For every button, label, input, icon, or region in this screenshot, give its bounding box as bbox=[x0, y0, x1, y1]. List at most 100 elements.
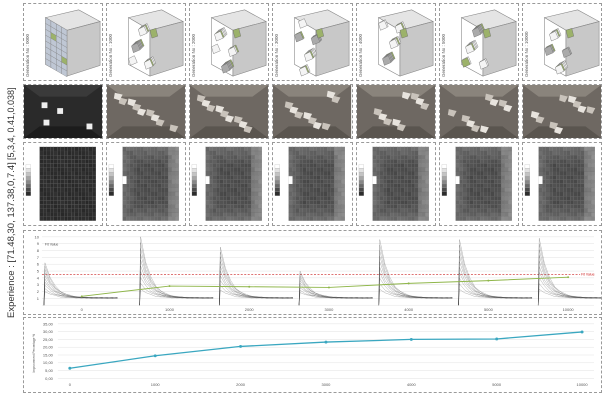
x-tick-label: 10000 bbox=[577, 382, 589, 387]
heatmap-row bbox=[23, 142, 602, 226]
generation-label: Generation No : 4000 bbox=[357, 33, 363, 77]
y-tick-label: 25,00 bbox=[43, 337, 54, 342]
y-tick-label: 5 bbox=[37, 269, 40, 274]
improvement-point-6 bbox=[580, 330, 584, 334]
x-tick-label: 4000 bbox=[407, 382, 417, 387]
illuminance-heatmap-image bbox=[441, 146, 512, 221]
parameter-label: [5,3,4, 0.41,0.038] bbox=[6, 87, 16, 160]
improvement-point-5 bbox=[495, 337, 499, 341]
heatmap-panel-3 bbox=[272, 142, 353, 226]
interior-render-image bbox=[107, 85, 186, 138]
model-panel-6: Generation No : 10000 bbox=[521, 3, 602, 81]
generation-label: Generation No : 3000 bbox=[274, 33, 280, 77]
render-panel-3 bbox=[272, 84, 353, 139]
fitness-chart: 10 9 8 7 6 5 4 3 2 1 Fit Value Fit Value 0 1000 2000 30… bbox=[23, 230, 602, 315]
model-panel-5: Generation No : 5000 bbox=[438, 3, 519, 81]
generation-label: Generation No : 0000 bbox=[25, 33, 30, 77]
y-tick-label: 4 bbox=[37, 275, 40, 280]
model-panel-4: Generation No : 4000 bbox=[355, 3, 436, 81]
illuminance-heatmap-image bbox=[358, 146, 429, 221]
x-tick-label: 0 bbox=[69, 382, 72, 387]
heatmap-panel-0 bbox=[23, 142, 104, 226]
side-labels: Experience : [71.48,30, 137.38,0,7.4] [5… bbox=[0, 0, 22, 395]
interior-render-image bbox=[522, 85, 601, 138]
generation-label: Generation No : 2000 bbox=[191, 33, 197, 77]
y-tick-label: 35,00 bbox=[43, 321, 54, 326]
x-tick-label: 2000 bbox=[236, 382, 246, 387]
generation-label: Generation No : 1000 bbox=[108, 33, 114, 77]
y-tick-label: 10,00 bbox=[43, 360, 54, 365]
y-tick-label: 30,00 bbox=[43, 329, 54, 334]
y-tick-label: 2 bbox=[37, 289, 39, 294]
illuminance-heatmap-image bbox=[108, 146, 180, 221]
fitness-spike-3 bbox=[298, 270, 373, 306]
render-panel-0 bbox=[23, 84, 104, 139]
y-tick-label: 1 bbox=[37, 296, 39, 301]
trend-point-1 bbox=[168, 285, 171, 288]
improvement-chart: 35,00 30,00 25,00 20,00 15,00 10,00 5,00 0,00 Im… bbox=[23, 317, 602, 393]
render-panel-2 bbox=[189, 84, 270, 139]
model-row: Generation No : 0000 Generation No : 1000… bbox=[23, 3, 602, 81]
heatmap-panel-4 bbox=[355, 142, 436, 226]
x-tick-label: 10000 bbox=[563, 307, 575, 312]
y-axis-label: Improvement Percentage % bbox=[32, 334, 36, 373]
box-model-icon bbox=[294, 9, 351, 77]
heatmap-panel-6 bbox=[521, 142, 602, 226]
fitness-spike-2 bbox=[219, 247, 293, 306]
y-tick-label: 8 bbox=[37, 248, 40, 253]
model-panel-2: Generation No : 2000 bbox=[189, 3, 270, 81]
improvement-point-3 bbox=[324, 340, 328, 344]
heatmap-panel-2 bbox=[189, 142, 270, 226]
y-tick-label: 5,00 bbox=[45, 368, 54, 373]
fitness-spike-0 bbox=[43, 262, 118, 306]
generation-label: Generation No : 5000 bbox=[440, 33, 446, 77]
improvement-point-2 bbox=[239, 344, 243, 348]
box-model-icon bbox=[460, 9, 517, 77]
fitness-spike-1 bbox=[139, 236, 214, 306]
model-panel-0: Generation No : 0000 bbox=[23, 3, 104, 81]
x-tick-label: 5000 bbox=[492, 382, 502, 387]
improvement-point-0 bbox=[68, 366, 72, 370]
fitness-trend-line bbox=[81, 276, 569, 297]
y-tick-label: 9 bbox=[37, 241, 39, 246]
x-tick-label: 4000 bbox=[404, 307, 414, 312]
experience-label: Experience : [71.48,30, 137.38,0,7.4] bbox=[6, 162, 17, 318]
improvement-point-1 bbox=[153, 354, 157, 358]
generation-grid: Generation No : 0000 Generation No : 1000… bbox=[23, 3, 602, 229]
render-panel-1 bbox=[106, 84, 187, 139]
render-panel-4 bbox=[355, 84, 436, 139]
fitness-spike-4 bbox=[378, 239, 453, 306]
x-tick-label: 1000 bbox=[151, 382, 161, 387]
threshold-label: Fit Value bbox=[581, 273, 595, 277]
render-row bbox=[23, 84, 602, 139]
x-tick-label: 1000 bbox=[165, 307, 175, 312]
y-tick-label: 7 bbox=[37, 255, 39, 260]
y-tick-label: 20,00 bbox=[43, 345, 54, 350]
render-panel-6 bbox=[521, 84, 602, 139]
trend-point-4 bbox=[407, 282, 410, 285]
improvement-chart-svg: 35,00 30,00 25,00 20,00 15,00 10,00 5,00 0,00 Im… bbox=[32, 321, 595, 387]
box-model-icon bbox=[211, 9, 268, 77]
illuminance-heatmap-image bbox=[25, 146, 96, 221]
x-tick-label: 0 bbox=[81, 307, 84, 312]
box-model-icon bbox=[127, 9, 185, 77]
fitness-spike-5 bbox=[458, 239, 533, 306]
box-model-icon bbox=[543, 9, 600, 77]
improvement-point-4 bbox=[409, 337, 413, 341]
interior-render-image bbox=[356, 85, 435, 138]
illuminance-heatmap-image bbox=[275, 146, 346, 221]
model-panel-3: Generation No : 3000 bbox=[272, 3, 353, 81]
trend-point-3 bbox=[327, 286, 330, 289]
x-tick-label: 3000 bbox=[325, 307, 335, 312]
heatmap-panel-1 bbox=[106, 142, 187, 226]
interior-render-image bbox=[24, 85, 103, 138]
interior-render-image bbox=[273, 85, 352, 138]
x-tick-label: 3000 bbox=[322, 382, 332, 387]
y-tick-label: 6 bbox=[37, 262, 40, 267]
interior-render-image bbox=[439, 85, 518, 138]
model-panel-1: Generation No : 1000 bbox=[106, 3, 187, 81]
fitness-chart-svg: 10 9 8 7 6 54 3 2 1 Fit Value Fit Value 0 1000 2000 30… bbox=[35, 234, 601, 312]
render-panel-5 bbox=[438, 84, 519, 139]
interior-render-image bbox=[190, 85, 269, 138]
y-tick-label: 0,00 bbox=[45, 376, 54, 381]
